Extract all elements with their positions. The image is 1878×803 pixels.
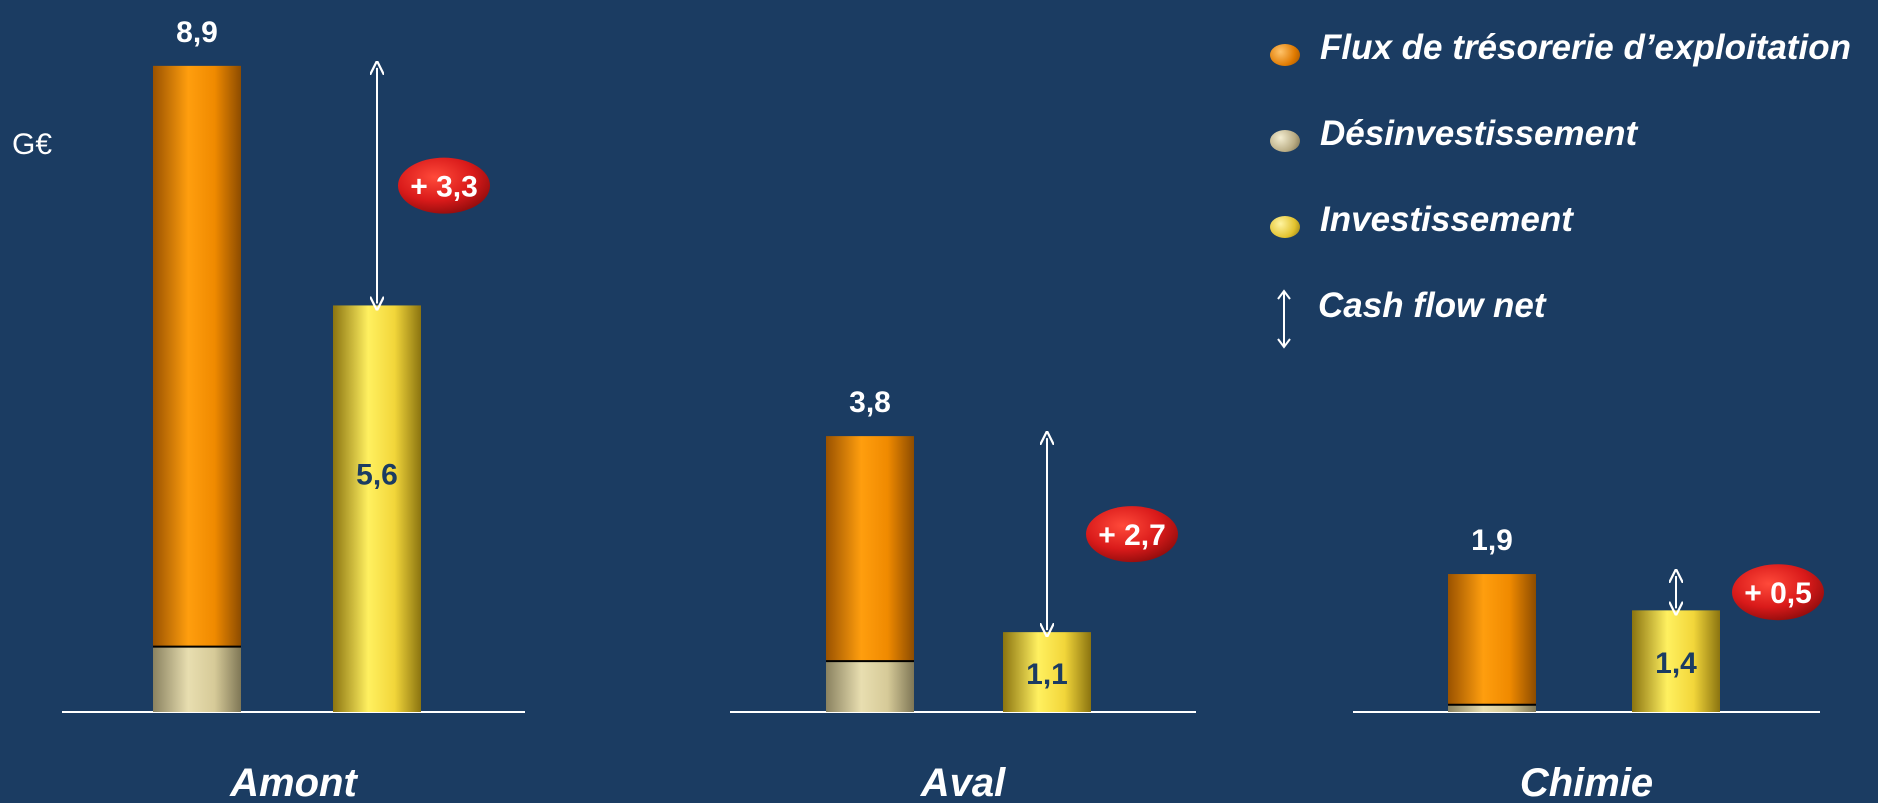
category-label-aval: Aval <box>920 761 1006 803</box>
badge-label-aval: + 2,7 <box>1098 519 1166 552</box>
value-label-source-aval: 3,8 <box>849 386 891 419</box>
value-label-investissement-chimie: 1,4 <box>1655 647 1697 680</box>
double-arrow-icon <box>1277 289 1291 349</box>
bar-flux-amont <box>153 65 241 647</box>
unit-label: G€ <box>12 128 53 161</box>
orange-swatch-icon <box>1270 44 1300 66</box>
bar-desinvestissement-amont <box>153 646 241 712</box>
bar-investissement-aval <box>1003 632 1091 712</box>
category-label-chimie: Chimie <box>1520 761 1653 803</box>
legend-label-investissement: Investissement <box>1320 200 1573 239</box>
bar-desinvestissement-aval <box>826 661 914 712</box>
bar-desinvestissement-chimie <box>1448 704 1536 712</box>
bar-flux-chimie <box>1448 574 1536 705</box>
category-label-amont: Amont <box>229 761 358 803</box>
bar-investissement-amont <box>333 305 421 712</box>
bar-investissement-chimie <box>1632 610 1720 712</box>
value-label-source-amont: 8,9 <box>176 16 218 49</box>
bar-flux-aval <box>826 436 914 662</box>
value-label-source-chimie: 1,9 <box>1471 524 1513 557</box>
value-label-investissement-aval: 1,1 <box>1026 658 1068 691</box>
badge-aval <box>1086 506 1178 563</box>
badge-amont <box>398 157 490 214</box>
legend-label-flux: Flux de trésorerie d’exploitation <box>1320 28 1851 67</box>
value-label-investissement-amont: 5,6 <box>356 458 398 491</box>
yellow-swatch-icon <box>1270 216 1300 238</box>
legend-label-desinvestissement: Désinvestissement <box>1320 114 1638 153</box>
badge-label-amont: + 3,3 <box>410 171 478 204</box>
beige-swatch-icon <box>1270 130 1300 152</box>
legend-label-cash-flow-net: Cash flow net <box>1318 286 1546 325</box>
badge-label-chimie: + 0,5 <box>1744 577 1812 610</box>
badge-chimie <box>1732 564 1824 621</box>
